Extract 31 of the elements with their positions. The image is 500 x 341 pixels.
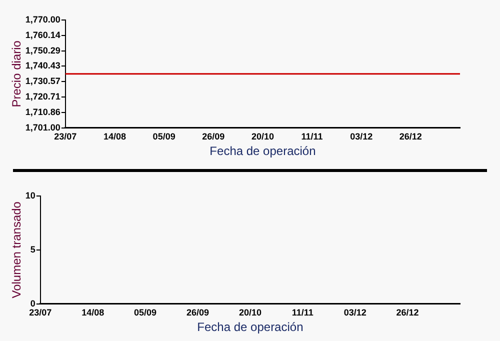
- y-axis-title: Precio diario: [10, 40, 24, 108]
- x-tick-label: 14/08: [103, 132, 126, 142]
- x-tick-label: 26/12: [399, 132, 422, 142]
- x-tick-label: 14/08: [82, 308, 104, 318]
- x-tick-label: 23/07: [29, 308, 52, 318]
- x-tick-label: 26/12: [396, 308, 419, 318]
- x-tick-label: 23/07: [54, 132, 77, 142]
- x-tick-label: 03/12: [350, 132, 373, 142]
- y-tick-label: 1,701.00: [25, 122, 60, 132]
- y-tick-label: 1,760.14: [25, 30, 60, 40]
- x-axis-title: Fecha de operación: [197, 320, 304, 334]
- x-tick-label: 26/09: [202, 132, 225, 142]
- x-tick-label: 05/09: [134, 308, 157, 318]
- x-tick-label: 03/12: [344, 308, 366, 318]
- y-tick-label: 1,770.00: [25, 14, 60, 24]
- y-tick-label: 1,710.86: [25, 106, 60, 117]
- x-tick-label: 26/09: [186, 308, 210, 318]
- x-tick-label: 20/10: [251, 132, 274, 142]
- y-tick-label: 1,730.57: [25, 76, 60, 86]
- y-tick-label: 5: [30, 244, 36, 254]
- y-tick-label: 1,750.29: [25, 45, 60, 56]
- x-tick-label: 05/09: [152, 132, 176, 142]
- y-axis-title: Volumen transado: [10, 201, 24, 298]
- x-tick-label: 20/10: [238, 308, 262, 318]
- y-tick-label: 10: [25, 190, 36, 200]
- x-tick-label: 11/11: [301, 132, 323, 142]
- y-tick-label: 0: [30, 298, 36, 308]
- y-tick-label: 1,740.43: [25, 60, 60, 71]
- x-axis-title: Fecha de operación: [210, 144, 316, 158]
- y-tick-label: 1,720.71: [25, 91, 60, 102]
- x-tick-label: 11/11: [292, 308, 314, 318]
